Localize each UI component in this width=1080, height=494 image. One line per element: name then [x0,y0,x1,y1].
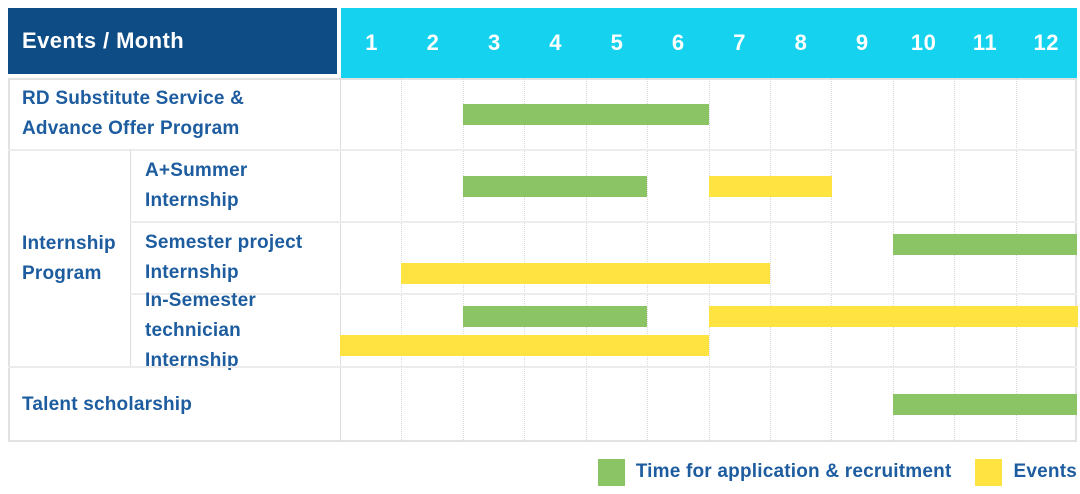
legend-swatch-events [975,458,1003,486]
month-header-cell: 5 [610,30,624,55]
header-corner-cell: Events / Month [8,8,337,74]
legend-swatch-recruitment [597,458,625,486]
legend-label: Events [1013,461,1077,482]
month-header-cell: 9 [855,30,869,55]
month-header-cell: 11 [972,30,998,55]
month-header-cell: 10 [910,30,937,55]
legend-item-recruitment: Time for application & recruitment [597,458,952,486]
month-header-cell: 7 [733,30,746,55]
legend-item-events: Events [975,458,1077,486]
legend: Time for application & recruitment Events [597,454,1077,490]
month-header-cell: 4 [549,30,563,55]
header-months-row: 1 2 3 4 5 6 7 8 9 10 11 12 [341,8,1077,78]
month-header-cell: 2 [426,30,440,55]
month-header-cell: 1 [365,30,379,55]
month-header-cell: 3 [487,30,501,55]
legend-label: Time for application & recruitment [635,461,952,482]
gantt-body [8,78,1077,442]
month-header-cell: 6 [671,30,685,55]
month-header-cell: 12 [1033,30,1060,55]
header-corner-label: Events / Month [22,28,185,53]
month-header-cell: 8 [794,30,808,55]
